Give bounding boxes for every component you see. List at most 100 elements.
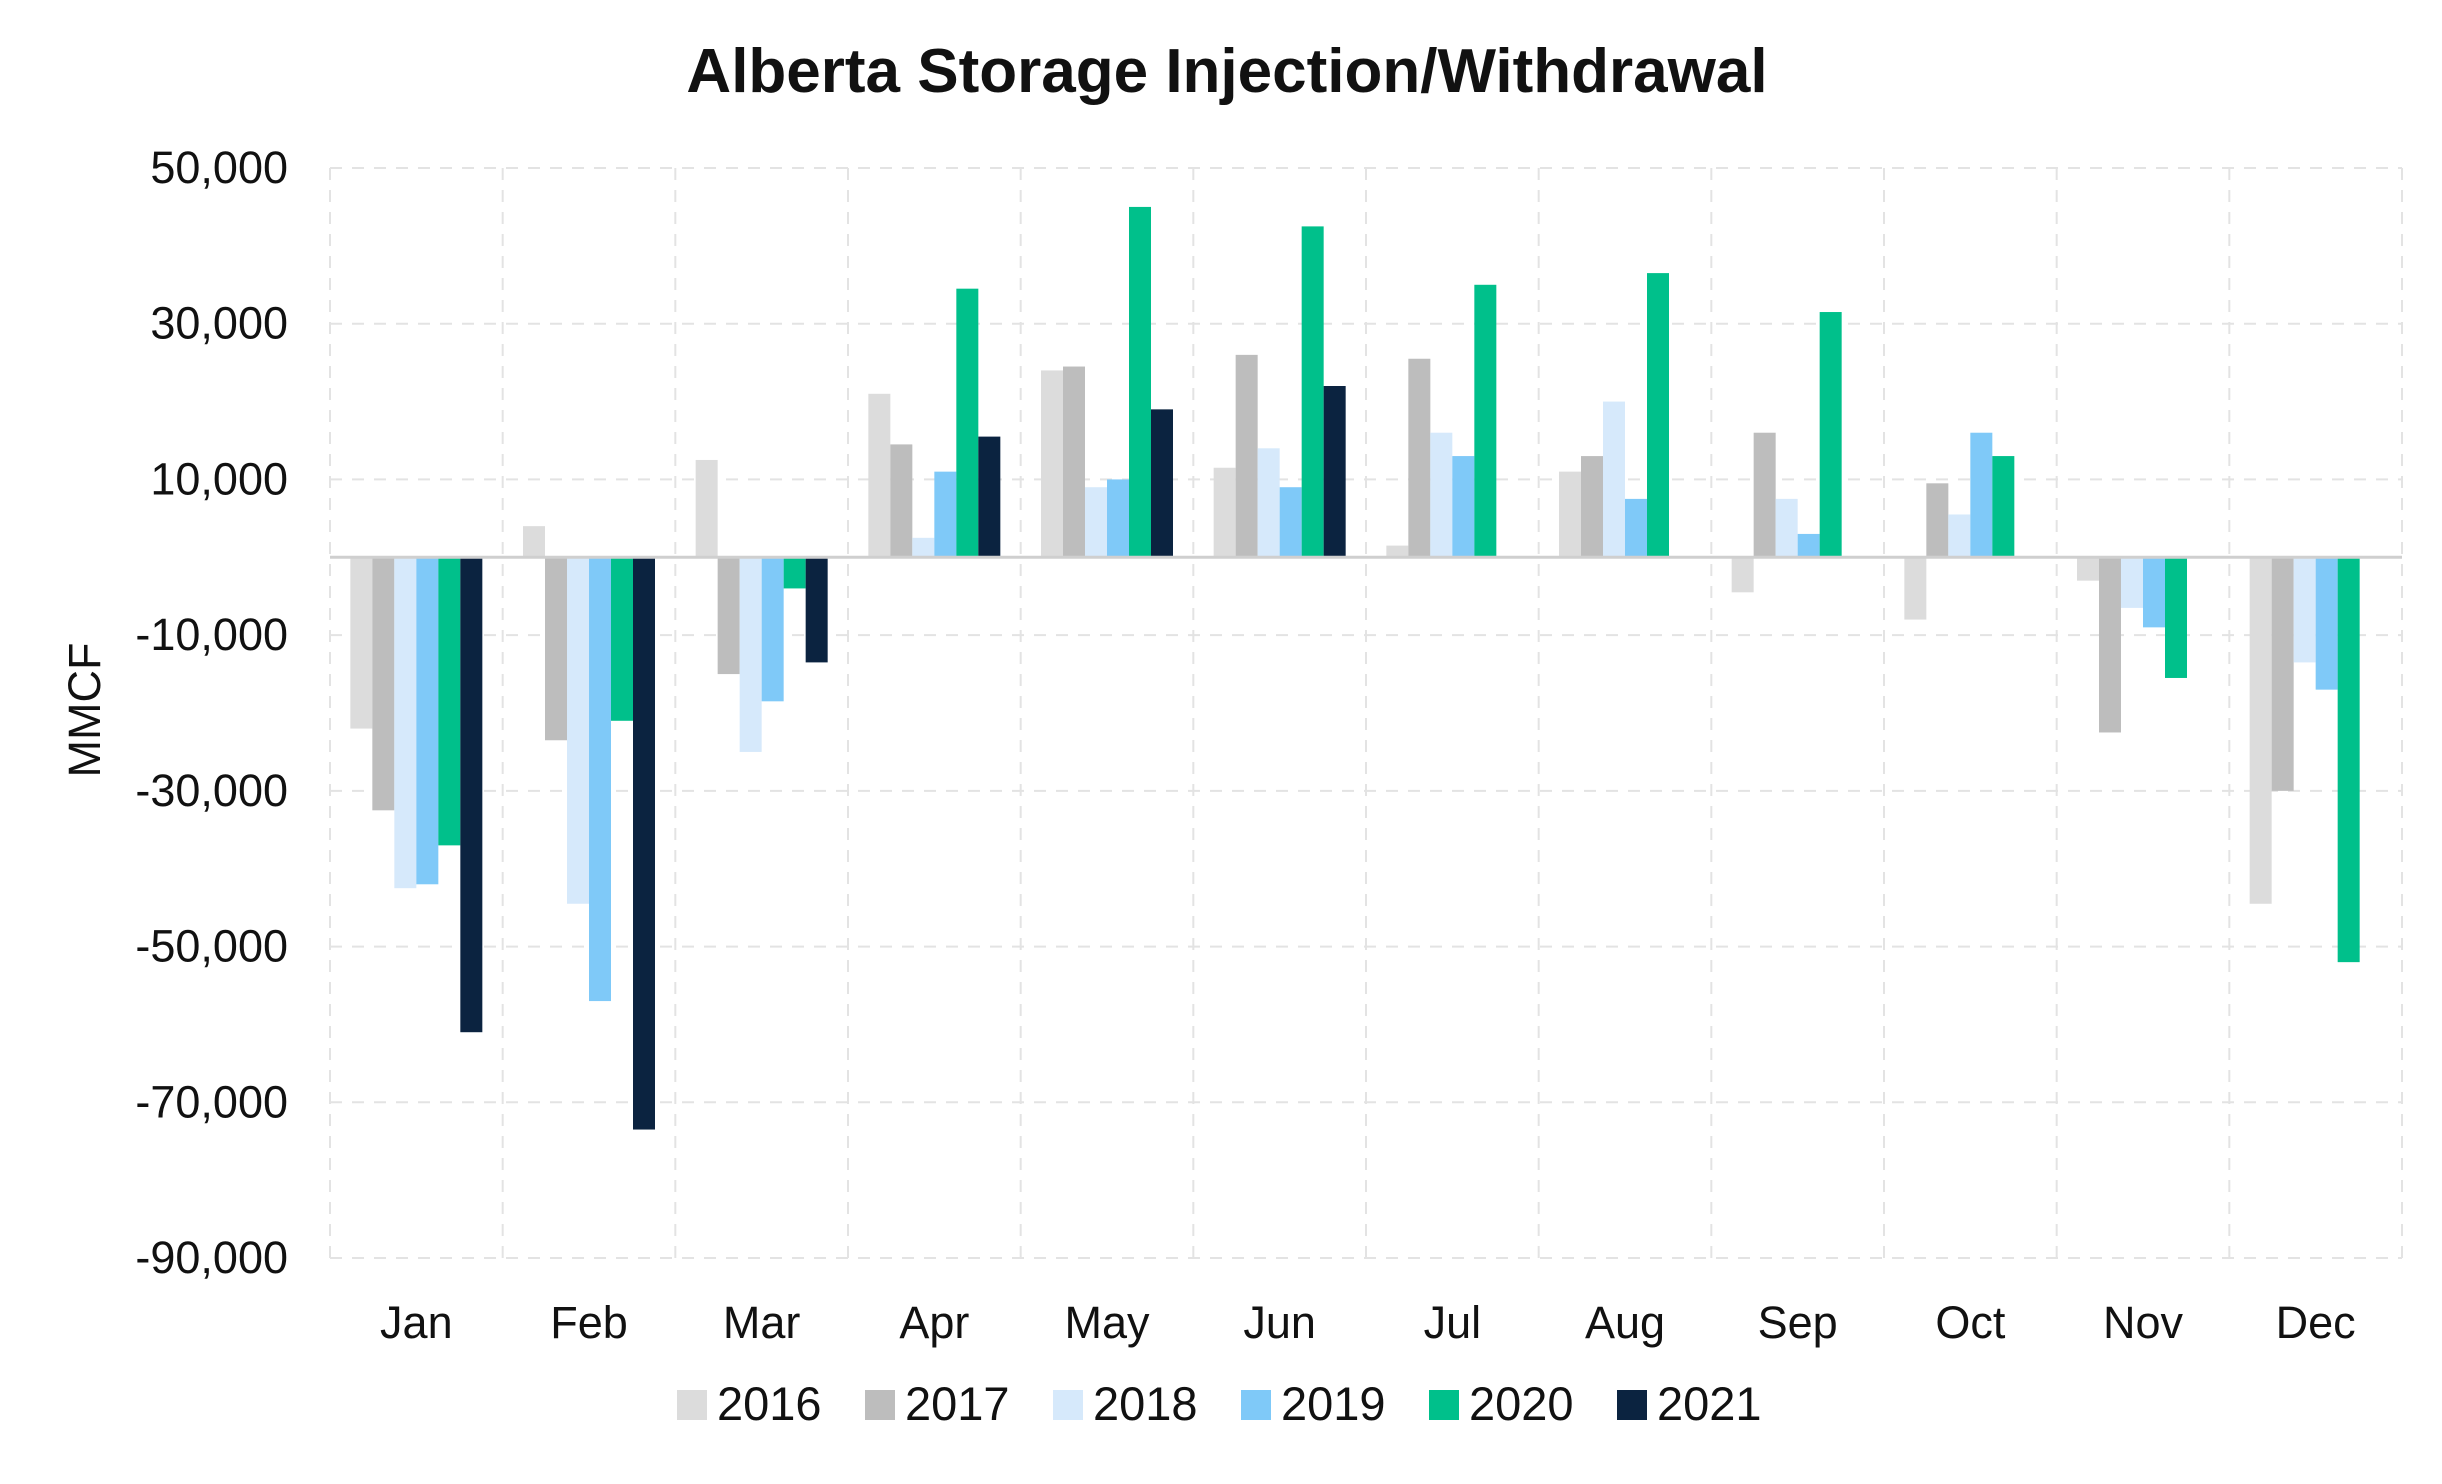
legend-label-2020: 2020 xyxy=(1469,1377,1574,1430)
bar-2016-oct xyxy=(1904,557,1927,620)
bar-2018-may xyxy=(1085,487,1107,558)
bar-2020-dec xyxy=(2337,557,2360,963)
x-tick-label-apr: Apr xyxy=(899,1297,969,1348)
x-tick-label-jan: Jan xyxy=(380,1297,453,1348)
bar-2021-may xyxy=(1151,409,1173,558)
bar-2020-oct xyxy=(1992,456,2015,558)
y-tick-label: -30,000 xyxy=(135,765,288,816)
bar-2018-jan xyxy=(394,557,417,889)
bar-2020-jan xyxy=(438,557,461,846)
bar-2018-nov xyxy=(2121,557,2143,608)
x-tick-label-sep: Sep xyxy=(1758,1297,1838,1348)
bar-2019-jul xyxy=(1452,456,1475,558)
bar-2017-nov xyxy=(2099,557,2121,733)
bar-2016-apr xyxy=(868,393,891,558)
bar-2020-jun xyxy=(1301,226,1324,558)
bar-2018-aug xyxy=(1603,401,1625,558)
y-tick-label: -50,000 xyxy=(135,921,288,972)
legend-label-2017: 2017 xyxy=(905,1377,1010,1430)
x-tick-label-may: May xyxy=(1064,1297,1150,1348)
x-tick-label-nov: Nov xyxy=(2103,1297,2184,1348)
bar-2019-dec xyxy=(2315,557,2338,690)
bar-2017-sep xyxy=(1753,432,1776,558)
bar-2018-apr xyxy=(912,537,935,558)
bar-2018-jul xyxy=(1430,432,1453,558)
bar-2016-sep xyxy=(1731,557,1754,593)
bars-layer xyxy=(350,206,2360,1130)
legend: 2016 2017 2018 2019 2020 2021 xyxy=(677,1377,1762,1430)
bar-2019-oct xyxy=(1970,432,1993,558)
bar-2019-apr xyxy=(934,471,957,558)
bar-2019-jun xyxy=(1279,487,1302,558)
legend-label-2016: 2016 xyxy=(717,1377,822,1430)
bar-2019-feb xyxy=(589,557,611,1002)
bar-2021-jun xyxy=(1323,386,1346,558)
bar-2020-aug xyxy=(1647,273,1669,558)
y-tick-label: 30,000 xyxy=(150,298,288,349)
bar-2018-mar xyxy=(739,557,762,752)
bar-2021-mar xyxy=(805,557,828,663)
bar-2021-apr xyxy=(978,436,1001,558)
x-tick-label-jul: Jul xyxy=(1424,1297,1482,1348)
x-tick-label-dec: Dec xyxy=(2276,1297,2356,1348)
legend-swatch-2021 xyxy=(1617,1390,1647,1420)
bar-2017-oct xyxy=(1926,483,1949,558)
bar-2018-jun xyxy=(1257,448,1280,558)
y-tick-label: -10,000 xyxy=(135,609,288,660)
bar-2016-nov xyxy=(2077,557,2099,581)
bar-2017-mar xyxy=(717,557,740,675)
bar-2016-aug xyxy=(1559,471,1581,558)
bar-2020-jul xyxy=(1474,284,1497,558)
bar-2016-jul xyxy=(1386,545,1409,558)
legend-swatch-2019 xyxy=(1241,1390,1271,1420)
bar-2019-nov xyxy=(2143,557,2165,628)
x-tick-label-feb: Feb xyxy=(550,1297,628,1348)
bar-2016-mar xyxy=(695,459,718,558)
legend-swatch-2016 xyxy=(677,1390,707,1420)
legend-swatch-2020 xyxy=(1429,1390,1459,1420)
bar-2021-feb xyxy=(633,557,655,1130)
bar-2018-oct xyxy=(1948,514,1971,558)
bar-2016-may xyxy=(1041,370,1063,558)
bar-2016-jun xyxy=(1213,467,1236,558)
bar-2018-sep xyxy=(1775,498,1798,558)
bar-2019-aug xyxy=(1625,498,1647,558)
bar-2016-jan xyxy=(350,557,373,729)
legend-swatch-2018 xyxy=(1053,1390,1083,1420)
bar-2017-jun xyxy=(1235,354,1258,558)
legend-label-2021: 2021 xyxy=(1657,1377,1762,1430)
bar-2017-jan xyxy=(372,557,395,811)
bar-2016-dec xyxy=(2249,557,2272,904)
bar-2018-dec xyxy=(2293,557,2316,663)
legend-label-2019: 2019 xyxy=(1281,1377,1386,1430)
bar-2016-feb xyxy=(523,526,545,558)
x-axis-ticks: Jan Feb Mar Apr May Jun Jul Aug Sep Oct Nov Dec xyxy=(380,1297,2356,1348)
bar-2017-dec xyxy=(2271,557,2294,791)
bar-2018-feb xyxy=(567,557,589,904)
bar-2017-may xyxy=(1063,366,1085,558)
y-tick-label: 10,000 xyxy=(150,453,288,504)
legend-label-2018: 2018 xyxy=(1093,1377,1198,1430)
bar-2021-jan xyxy=(460,557,483,1033)
bar-2020-sep xyxy=(1819,312,1842,558)
y-tick-label: 50,000 xyxy=(150,142,288,193)
bar-2020-mar xyxy=(783,557,806,589)
y-axis-label: MMCF xyxy=(59,643,110,778)
bar-2019-jan xyxy=(416,557,439,885)
bar-2019-mar xyxy=(761,557,784,702)
chart-title: Alberta Storage Injection/Withdrawal xyxy=(686,37,1767,106)
bar-2020-apr xyxy=(956,288,979,558)
y-axis-ticks: 50,000 30,000 10,000 -10,000 -30,000 -50,000 -… xyxy=(135,142,288,1283)
bar-2017-jul xyxy=(1408,358,1431,558)
bar-2017-feb xyxy=(545,557,567,741)
bar-2019-may xyxy=(1107,479,1129,558)
y-tick-label: -70,000 xyxy=(135,1076,288,1127)
bar-2020-feb xyxy=(611,557,633,721)
x-tick-label-aug: Aug xyxy=(1585,1297,1665,1348)
x-tick-label-mar: Mar xyxy=(723,1297,801,1348)
bar-2020-nov xyxy=(2165,557,2187,678)
bar-2019-sep xyxy=(1797,533,1820,558)
y-tick-label: -90,000 xyxy=(135,1232,288,1283)
